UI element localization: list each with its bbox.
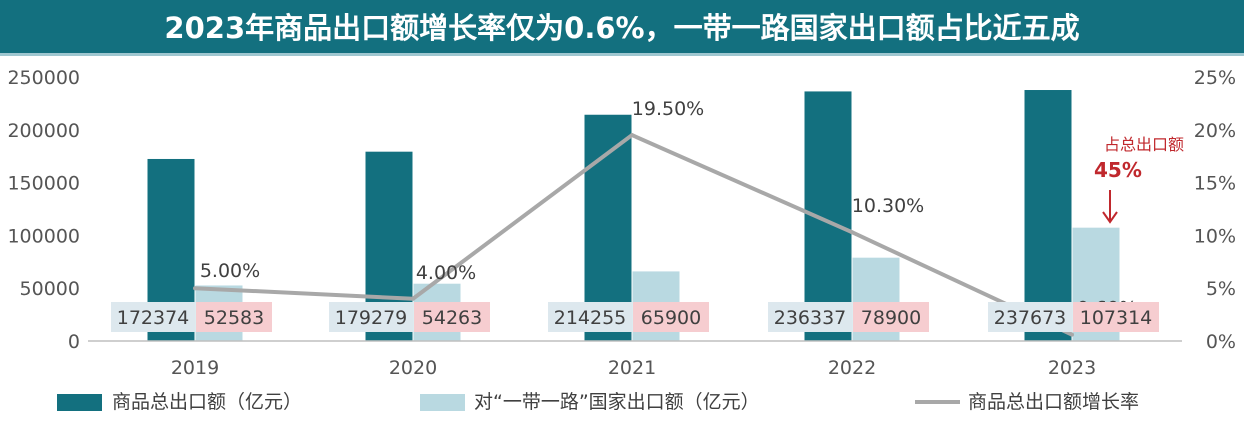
annotation-text: 占总出口额 (1104, 135, 1184, 154)
y-right-tick-label: 5% (1206, 278, 1236, 300)
total-value-label: 179279 (335, 307, 408, 329)
belt-road-value-label-box (853, 302, 929, 332)
total-value-label-box (768, 302, 852, 332)
y-left-tick-label: 50000 (20, 278, 80, 300)
total-value-label-box (111, 302, 195, 332)
belt-road-value-label: 65900 (641, 307, 701, 329)
growth-rate-point (630, 133, 634, 138)
total-value-label-box (329, 302, 413, 332)
y-left-tick-label: 150000 (7, 173, 80, 195)
total-value-label-box (988, 302, 1072, 332)
y-right-tick-label: 25% (1194, 67, 1236, 89)
growth-rate-point (411, 296, 415, 301)
y-right-tick-label: 20% (1194, 120, 1236, 142)
growth-rate-point (193, 286, 197, 291)
belt-road-value-label: 54263 (422, 307, 482, 329)
growth-rate-label: 10.30% (852, 195, 924, 217)
x-tick-label: 2019 (171, 357, 219, 379)
annotation-value: 45% (1094, 158, 1142, 182)
belt-road-value-label-box (414, 302, 490, 332)
growth-rate-point (850, 230, 854, 235)
growth-rate-label: 19.50% (632, 98, 704, 120)
belt-road-value-label-box (633, 302, 709, 332)
belt-road-value-label: 78900 (861, 307, 921, 329)
y-left-tick-label: 0 (68, 331, 80, 353)
total-value-label-box (548, 302, 632, 332)
growth-rate-point (1070, 332, 1074, 337)
y-right-tick-label: 15% (1194, 173, 1236, 195)
y-left-tick-label: 200000 (7, 120, 80, 142)
annotation-arrow-head (1102, 211, 1118, 224)
legend-label-growth-rate: 商品总出口额增长率 (968, 391, 1139, 413)
bar-total-export (1024, 90, 1072, 342)
total-value-label: 172374 (117, 307, 190, 329)
y-left-tick-label: 100000 (7, 225, 80, 247)
growth-rate-label: 4.00% (416, 262, 476, 284)
x-tick-label: 2022 (828, 357, 876, 379)
belt-road-value-label-box (196, 302, 272, 332)
belt-road-value-label-box (1073, 302, 1159, 332)
x-tick-label: 2020 (389, 357, 437, 379)
x-tick-label: 2023 (1048, 357, 1096, 379)
total-value-label: 214255 (554, 307, 627, 329)
total-value-label: 237673 (994, 307, 1067, 329)
x-tick-label: 2021 (608, 357, 656, 379)
belt-road-value-label: 52583 (204, 307, 264, 329)
legend-swatch-belt-road (420, 394, 465, 411)
y-left-tick-label: 250000 (7, 67, 80, 89)
legend-label-belt-road: 对“一带一路”国家出口额（亿元） (474, 391, 760, 413)
belt-road-value-label: 107314 (1080, 307, 1153, 329)
title-bar: 2023年商品出口额增长率仅为0.6%，一带一路国家出口额占比近五成 (0, 0, 1244, 56)
legend-label-total: 商品总出口额（亿元） (112, 391, 302, 413)
legend-swatch-total (57, 394, 102, 411)
total-value-label: 236337 (774, 307, 847, 329)
y-right-tick-label: 0% (1206, 331, 1236, 353)
growth-rate-label: 5.00% (200, 260, 260, 282)
y-right-tick-label: 10% (1194, 225, 1236, 247)
chart-title: 2023年商品出口额增长率仅为0.6%，一带一路国家出口额占比近五成 (164, 11, 1080, 45)
